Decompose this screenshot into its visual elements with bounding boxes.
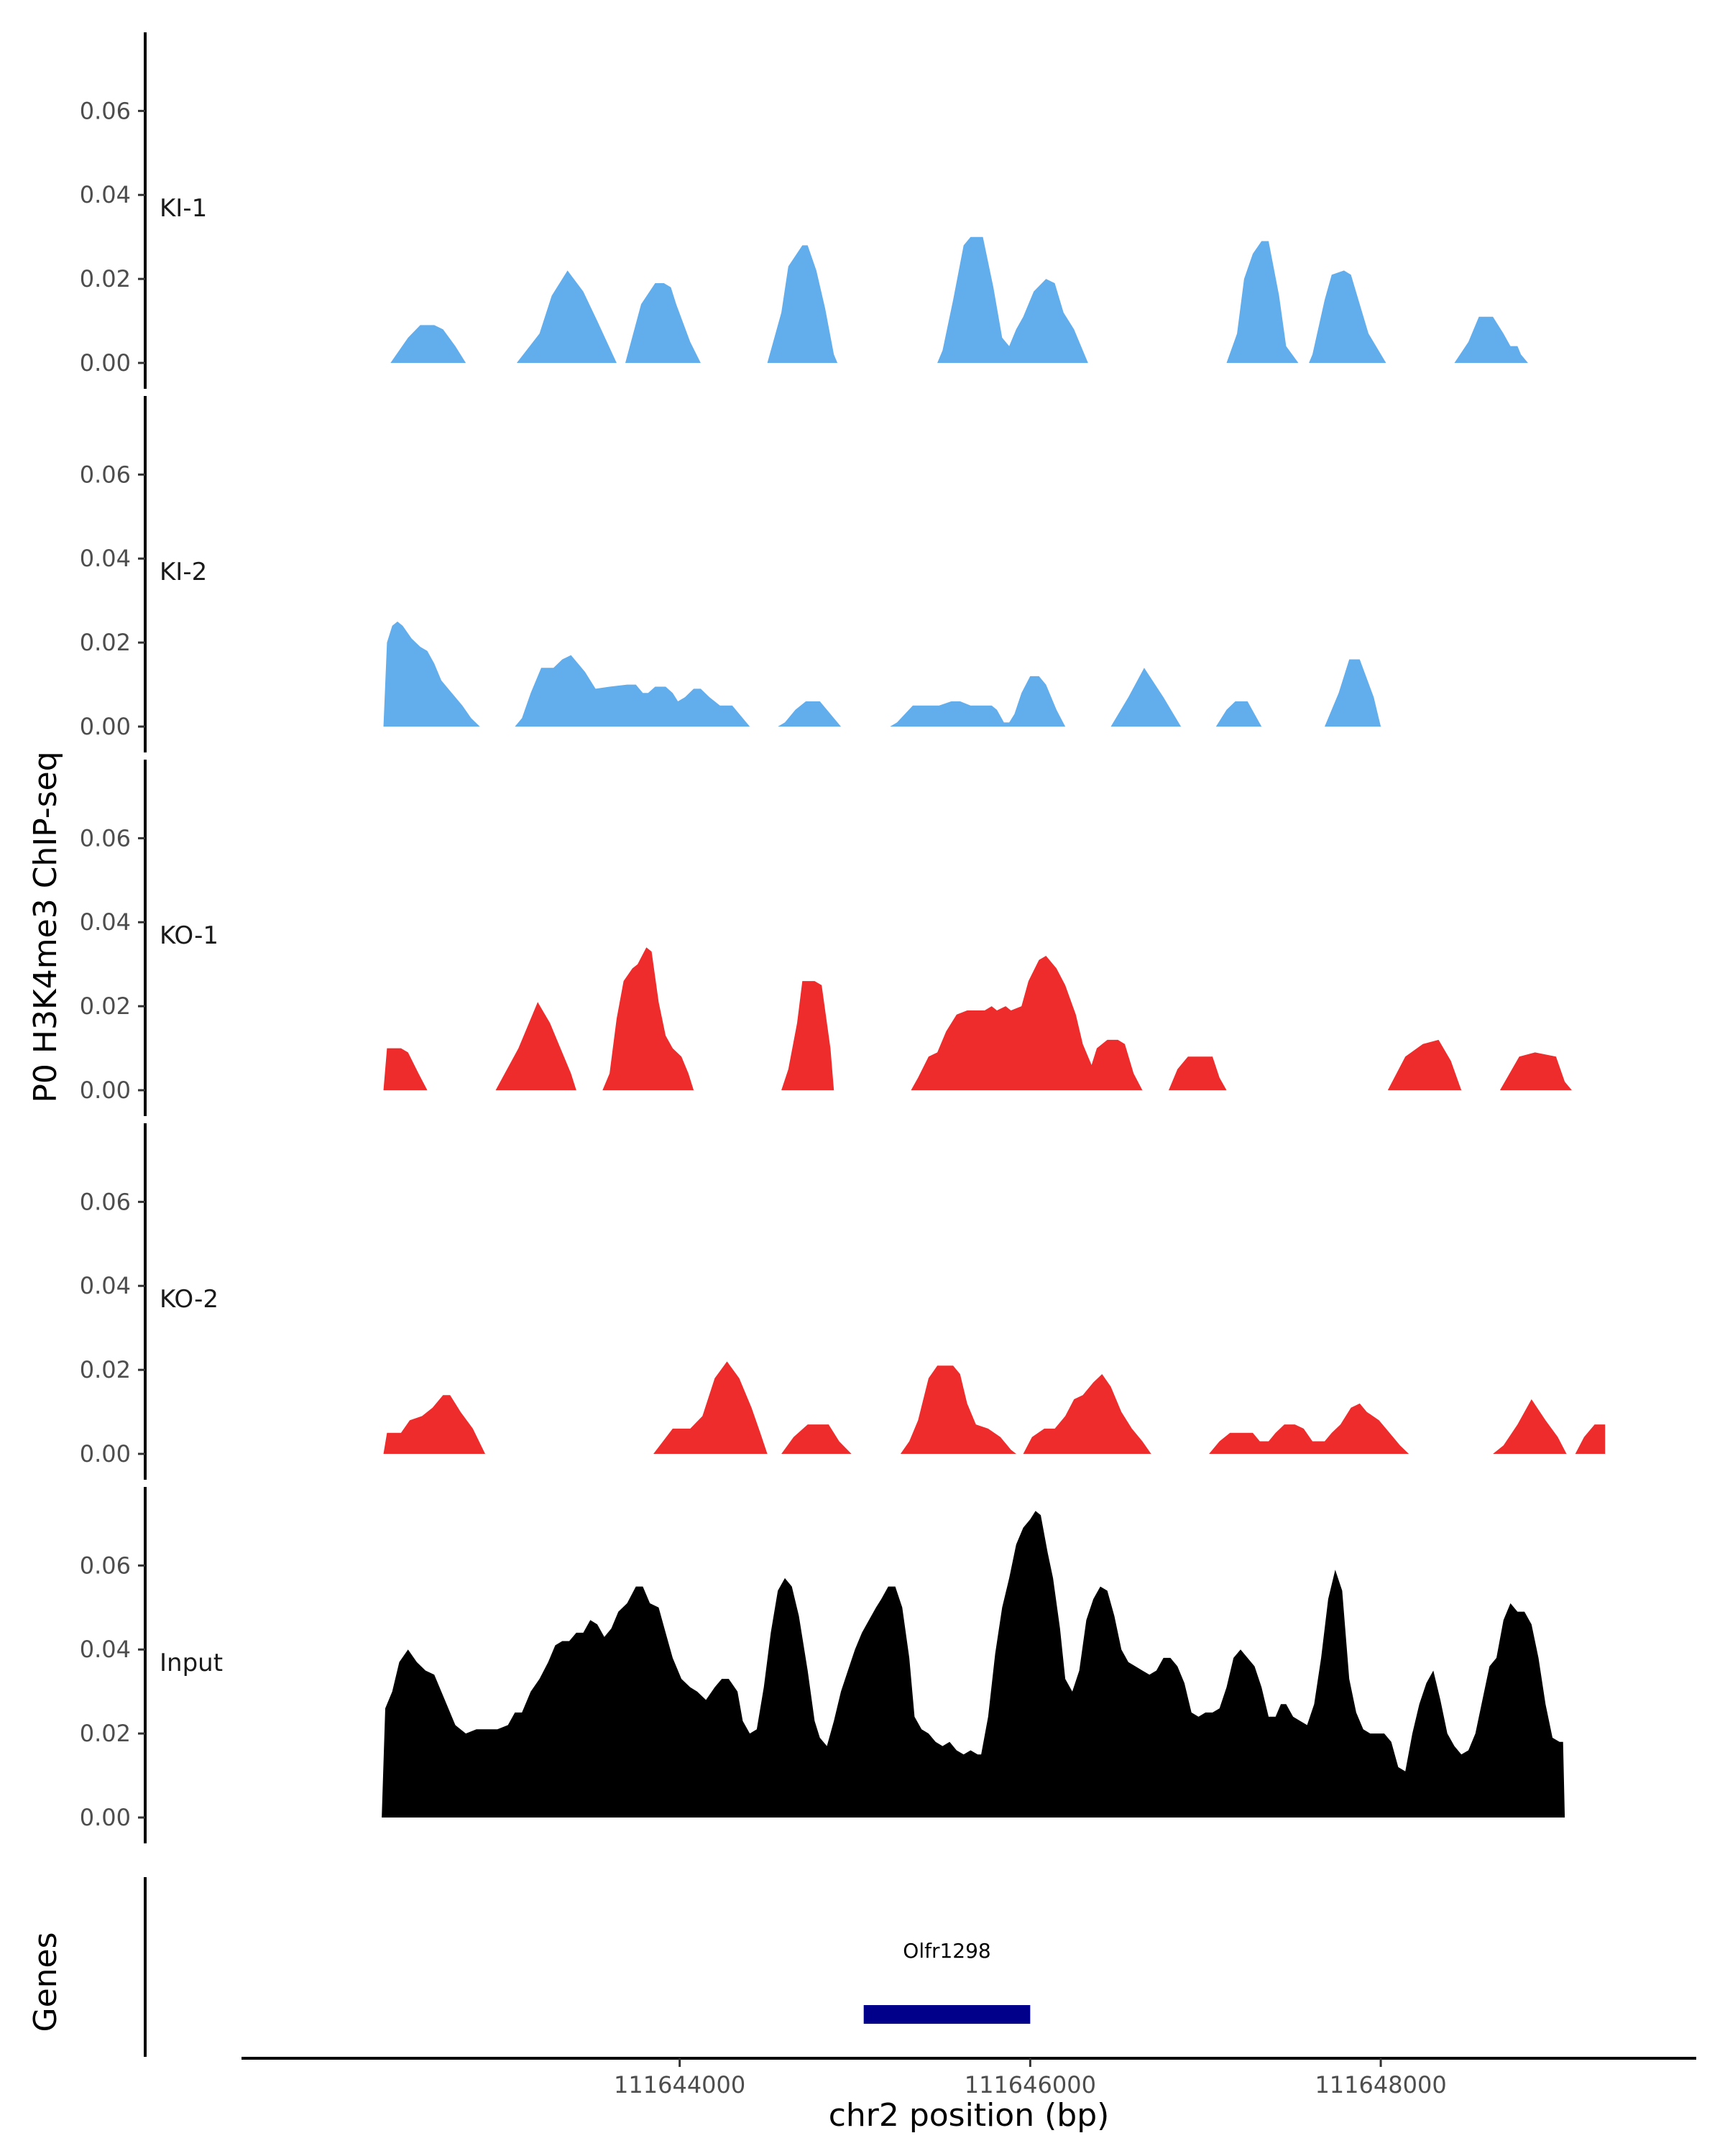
track-ko-1: 0.00 0.02 0.04 0.06 KO-1 bbox=[80, 760, 1572, 1116]
y-tick-label: 0.04 bbox=[80, 181, 131, 208]
signal-area-ki-1 bbox=[390, 236, 1528, 363]
tracks-layer: 0.00 0.02 0.04 0.06 KI-1 0.00 0.02 0.04 0.06 KI-2… bbox=[80, 32, 1606, 1843]
y-tick-label: 0.06 bbox=[80, 1188, 131, 1215]
x-tick-label: 111644000 bbox=[614, 2071, 745, 2099]
y-tick-label: 0.02 bbox=[80, 1356, 131, 1383]
y-tick-label: 0.02 bbox=[80, 992, 131, 1020]
gene-bar bbox=[863, 2005, 1031, 2024]
track-label: KI-1 bbox=[160, 194, 207, 223]
y-tick-label: 0.00 bbox=[80, 1804, 131, 1831]
genes-panel-label: Genes bbox=[27, 1932, 64, 2032]
y-tick-label: 0.06 bbox=[80, 461, 131, 488]
y-tick-label: 0.00 bbox=[80, 1077, 131, 1104]
signal-area-ki-2 bbox=[383, 621, 1384, 727]
track-label: KO-1 bbox=[160, 921, 218, 950]
y-tick-label: 0.04 bbox=[80, 1272, 131, 1299]
gene-label: Olfr1298 bbox=[903, 1939, 990, 1963]
y-tick-label: 0.06 bbox=[80, 1552, 131, 1579]
signal-area-ko-1 bbox=[383, 947, 1572, 1090]
track-ki-1: 0.00 0.02 0.04 0.06 KI-1 bbox=[80, 32, 1528, 389]
x-axis-title: chr2 position (bp) bbox=[829, 2097, 1110, 2134]
track-input: 0.00 0.02 0.04 0.06 Input bbox=[80, 1487, 1565, 1843]
y-tick-label: 0.00 bbox=[80, 349, 131, 377]
x-axis: 111644000 111646000 111648000 bbox=[242, 2057, 1696, 2099]
genes-panel: Olfr1298 bbox=[144, 1877, 1031, 2057]
x-tick-label: 111646000 bbox=[965, 2071, 1096, 2099]
track-label: Input bbox=[160, 1649, 223, 1677]
signal-area-ko-2 bbox=[383, 1361, 1606, 1454]
y-tick-label: 0.02 bbox=[80, 629, 131, 656]
track-ko-2: 0.00 0.02 0.04 0.06 KO-2 bbox=[80, 1123, 1606, 1480]
y-tick-label: 0.06 bbox=[80, 824, 131, 852]
x-tick-label: 111648000 bbox=[1315, 2071, 1446, 2099]
y-tick-label: 0.02 bbox=[80, 265, 131, 292]
y-axis-title: P0 H3K4me3 ChIP-seq bbox=[27, 751, 64, 1102]
y-tick-label: 0.00 bbox=[80, 1440, 131, 1468]
y-tick-label: 0.04 bbox=[80, 545, 131, 572]
track-label: KI-2 bbox=[160, 558, 207, 586]
track-ki-2: 0.00 0.02 0.04 0.06 KI-2 bbox=[80, 396, 1384, 752]
y-tick-label: 0.06 bbox=[80, 97, 131, 124]
signal-area-input bbox=[382, 1511, 1565, 1818]
y-tick-label: 0.04 bbox=[80, 1636, 131, 1663]
track-label: KO-2 bbox=[160, 1285, 218, 1314]
y-tick-label: 0.04 bbox=[80, 908, 131, 936]
y-tick-label: 0.02 bbox=[80, 1720, 131, 1747]
y-tick-label: 0.00 bbox=[80, 713, 131, 740]
